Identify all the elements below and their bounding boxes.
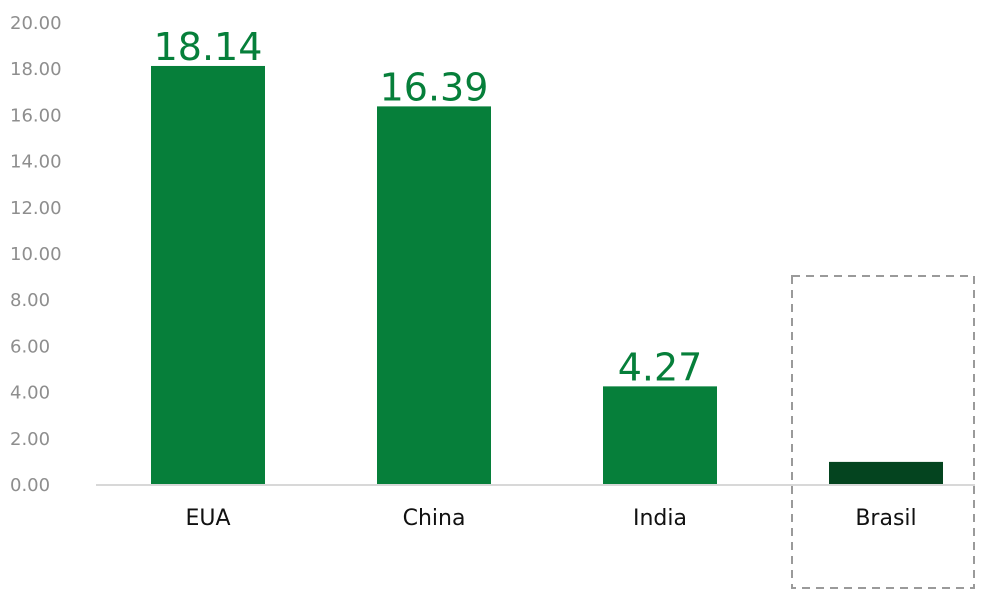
data-label-india: 4.27 xyxy=(618,345,703,389)
y-tick-label: 0.00 xyxy=(10,475,50,496)
x-tick-label-india: India xyxy=(633,506,687,531)
y-tick-label: 10.00 xyxy=(10,244,62,265)
y-tick-label: 12.00 xyxy=(10,198,62,219)
bar-eua xyxy=(151,65,265,485)
bars xyxy=(151,65,943,486)
y-tick-label: 14.00 xyxy=(10,152,62,173)
y-tick-label: 4.00 xyxy=(10,383,50,404)
highlight-box xyxy=(791,275,975,589)
y-tick-label: 8.00 xyxy=(10,290,50,311)
y-tick-label: 20.00 xyxy=(10,13,62,34)
y-tick-label: 16.00 xyxy=(10,105,62,126)
bar-china xyxy=(377,106,491,486)
y-axis-ticks: 0.00 2.00 4.00 6.00 8.00 10.00 12.00 14.00 16.00… xyxy=(10,13,62,496)
x-tick-label-eua: EUA xyxy=(185,506,230,531)
x-tick-label-china: China xyxy=(403,506,466,531)
data-labels: 18.14 16.39 4.27 xyxy=(154,25,703,389)
bar-india xyxy=(603,386,717,485)
highlight-layer xyxy=(791,275,975,589)
y-tick-label: 2.00 xyxy=(10,429,50,450)
x-tick-label-brasil: Brasil xyxy=(855,506,916,531)
data-label-china: 16.39 xyxy=(380,65,489,109)
y-tick-label: 18.00 xyxy=(10,59,62,80)
y-tick-label: 6.00 xyxy=(10,336,50,357)
bar-brasil xyxy=(829,461,943,485)
x-axis-labels: EUA China India Brasil xyxy=(185,506,916,531)
data-label-eua: 18.14 xyxy=(154,25,263,69)
